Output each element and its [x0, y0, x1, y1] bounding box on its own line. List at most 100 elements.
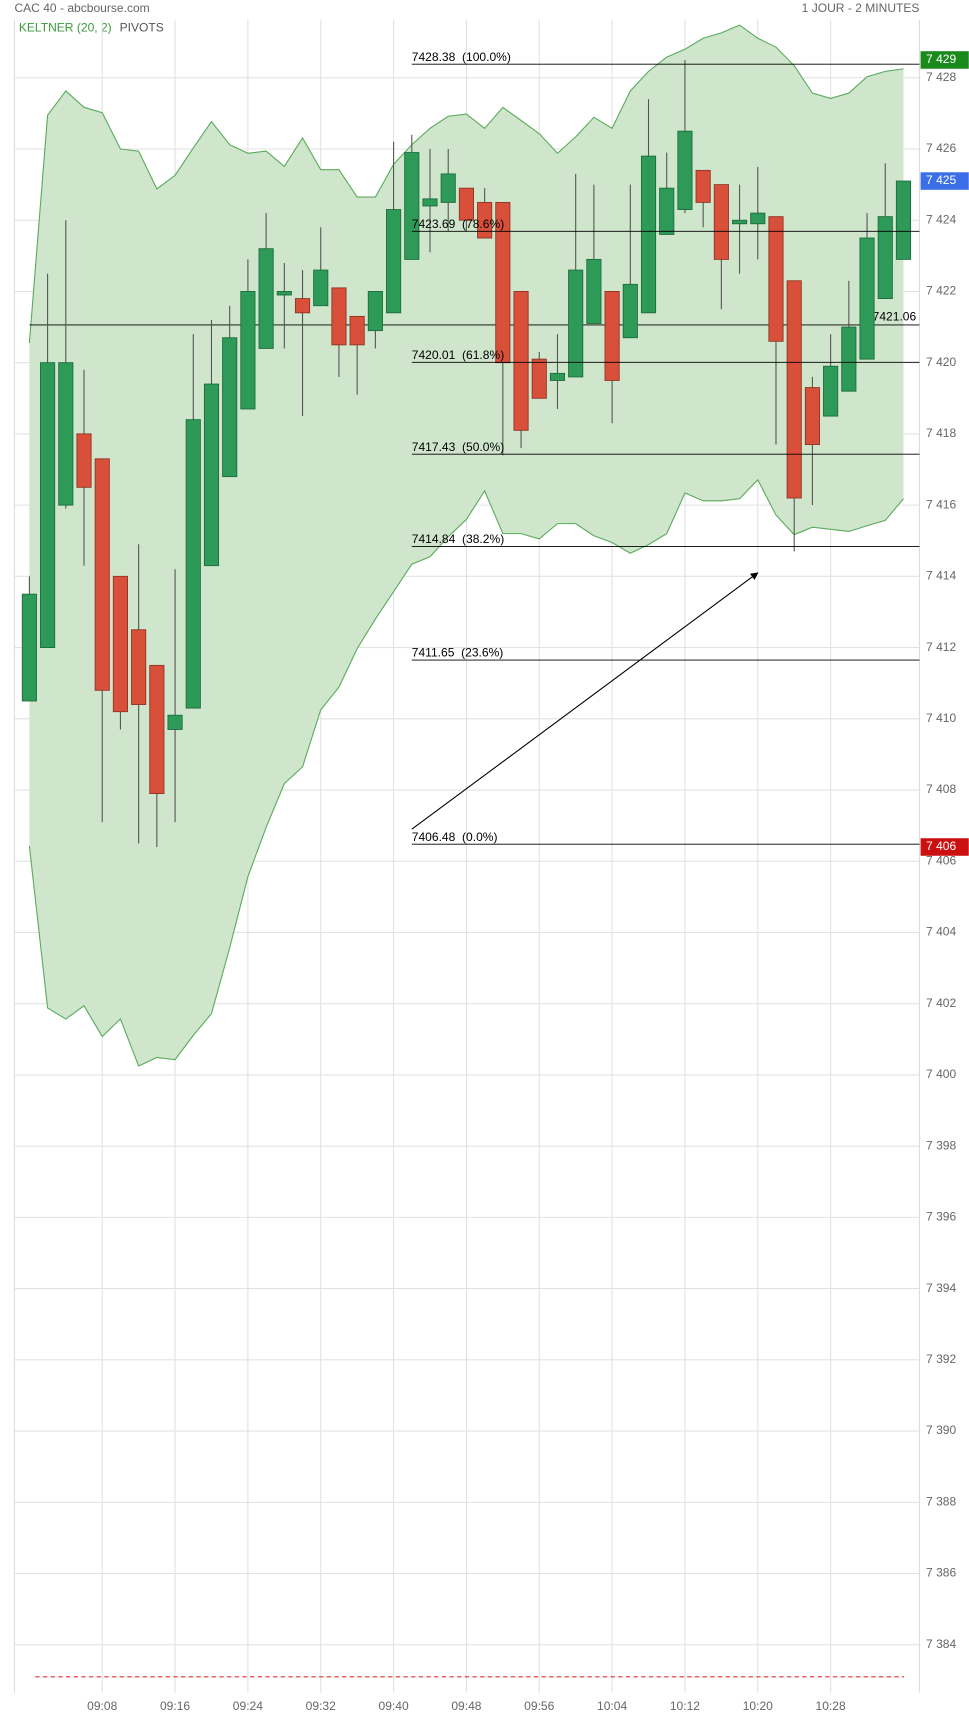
y-tick-label: 7 414	[926, 569, 956, 583]
candle-body	[877, 216, 893, 300]
y-tick-label: 7 396	[926, 1210, 956, 1224]
x-tick-label: 10:20	[743, 1699, 773, 1713]
candle-body	[21, 593, 37, 702]
fib-label: 7423.69 (78.6%)	[412, 217, 504, 231]
y-tick-label: 7 426	[926, 141, 956, 155]
candle-body	[167, 714, 183, 730]
x-tick-label: 09:32	[306, 1699, 336, 1713]
fib-label: 7411.65 (23.6%)	[412, 646, 504, 660]
x-tick-label: 09:56	[524, 1699, 554, 1713]
candle-body	[440, 173, 456, 203]
y-tick-label: 7 416	[926, 497, 956, 511]
candle-body	[458, 187, 474, 221]
candle-body	[331, 287, 347, 346]
x-tick-label: 09:48	[451, 1699, 481, 1713]
candle-body	[622, 283, 638, 339]
candle-body	[768, 216, 784, 342]
candle-body	[786, 280, 802, 499]
y-tick-label: 7 384	[926, 1637, 956, 1651]
fib-label: 7414.84 (38.2%)	[412, 532, 504, 546]
candle-body	[203, 383, 220, 567]
y-tick-label: 7 404	[926, 925, 956, 939]
candle-body	[677, 130, 693, 210]
y-tick-label: 7 408	[926, 782, 956, 796]
candle-body	[477, 201, 493, 239]
candle-body	[750, 212, 766, 225]
candle-body	[386, 209, 402, 314]
fib-label: 7417.43 (50.0%)	[412, 440, 504, 454]
y-tick-label: 7 400	[926, 1067, 956, 1081]
y-tick-label: 7 388	[926, 1494, 956, 1508]
candle-body	[640, 155, 657, 314]
arrow	[411, 572, 759, 830]
price-marker-label: 7 406	[926, 839, 956, 853]
price-marker	[920, 838, 969, 856]
price-marker	[920, 172, 969, 190]
x-tick-label: 10:28	[816, 1699, 846, 1713]
candle-body	[149, 664, 165, 795]
keltner-lower	[28, 478, 904, 1067]
y-tick-label: 7 410	[926, 711, 956, 725]
candle-body	[94, 458, 110, 691]
indicator-label[interactable]: KELTNER (20, 2)	[19, 21, 112, 35]
candle-body	[367, 291, 383, 332]
candle-body	[294, 298, 311, 314]
candle-body	[732, 219, 748, 225]
chart-title: CAC 40 - abcbourse.com	[14, 1, 149, 15]
candle-body	[276, 291, 292, 296]
y-tick-label: 7 398	[926, 1138, 956, 1152]
candle-body	[804, 387, 820, 446]
x-tick-label: 09:24	[233, 1699, 263, 1713]
candle-body	[568, 269, 584, 378]
candle-body	[422, 198, 438, 207]
price-marker-label: 7 429	[926, 52, 956, 66]
candle-body	[240, 291, 256, 410]
indicator-label[interactable]: PIVOTS	[120, 21, 164, 35]
y-tick-label: 7 402	[926, 996, 956, 1010]
level-label: 7421.06	[873, 309, 917, 323]
candle-body	[76, 433, 92, 488]
candle-body	[823, 365, 839, 417]
candle-body	[222, 337, 238, 478]
y-tick-label: 7 392	[926, 1352, 956, 1366]
candle-body	[258, 248, 274, 349]
candle-body	[586, 258, 602, 324]
candle-body	[513, 291, 529, 431]
candle-body	[313, 269, 329, 307]
fib-label: 7428.38 (100.0%)	[412, 50, 511, 64]
candle-body	[185, 419, 201, 709]
y-tick-label: 7 386	[926, 1566, 956, 1580]
x-tick-label: 09:40	[379, 1699, 409, 1713]
price-marker	[920, 51, 969, 69]
candle-body	[131, 629, 147, 705]
x-tick-label: 10:04	[597, 1699, 627, 1713]
y-tick-label: 7 390	[926, 1423, 956, 1437]
y-tick-label: 7 424	[926, 212, 956, 226]
candle-body	[349, 315, 365, 346]
y-tick-label: 7 422	[926, 284, 956, 298]
x-tick-label: 09:16	[160, 1699, 190, 1713]
candle-body	[58, 362, 74, 506]
chart-subtitle: 1 JOUR - 2 MINUTES	[802, 1, 920, 15]
candle-body	[40, 362, 56, 649]
candle-body	[604, 291, 620, 381]
candle-body	[549, 372, 566, 381]
candle-body	[695, 169, 711, 203]
y-tick-label: 7 394	[926, 1281, 956, 1295]
candle-body	[713, 184, 729, 260]
y-tick-label: 7 406	[926, 853, 956, 867]
candle-body	[531, 358, 547, 399]
y-tick-label: 7 420	[926, 355, 956, 369]
y-tick-label: 7 412	[926, 640, 956, 654]
fib-label: 7420.01 (61.8%)	[412, 348, 504, 362]
x-tick-label: 09:08	[87, 1699, 117, 1713]
candle-body	[895, 180, 912, 260]
fib-label: 7406.48 (0.0%)	[412, 830, 498, 844]
candle-body	[659, 187, 675, 235]
price-marker-label: 7 425	[926, 173, 956, 187]
y-tick-label: 7 428	[926, 70, 956, 84]
x-tick-label: 10:12	[670, 1699, 700, 1713]
